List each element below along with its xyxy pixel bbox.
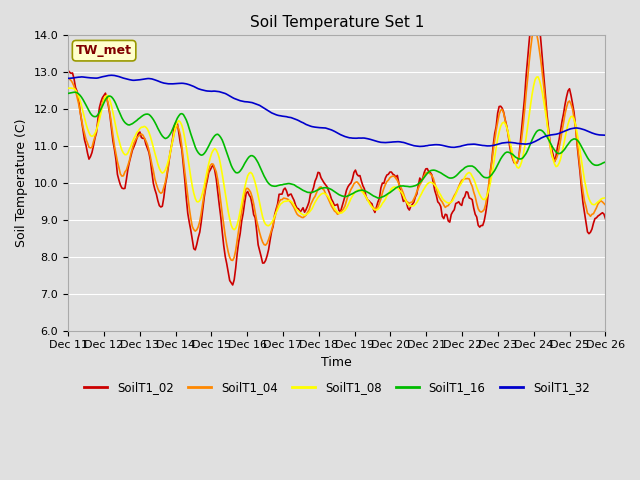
Title: Soil Temperature Set 1: Soil Temperature Set 1 bbox=[250, 15, 424, 30]
Legend: SoilT1_02, SoilT1_04, SoilT1_08, SoilT1_16, SoilT1_32: SoilT1_02, SoilT1_04, SoilT1_08, SoilT1_… bbox=[79, 376, 595, 398]
Y-axis label: Soil Temperature (C): Soil Temperature (C) bbox=[15, 119, 28, 247]
X-axis label: Time: Time bbox=[321, 356, 352, 369]
Text: TW_met: TW_met bbox=[76, 44, 132, 57]
